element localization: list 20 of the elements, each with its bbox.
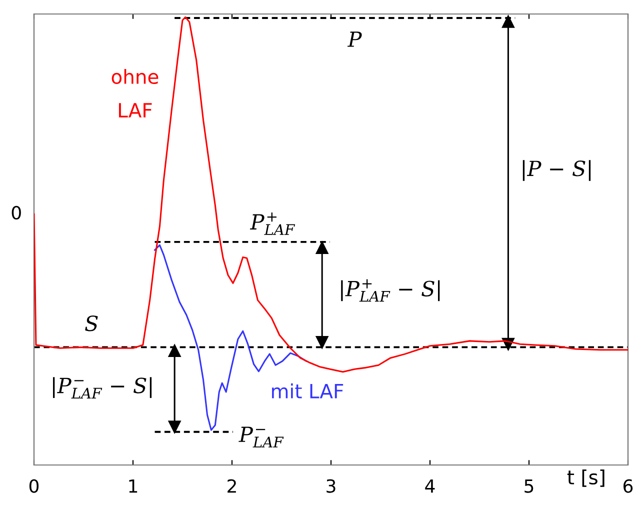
annotation: S — [85, 315, 98, 332]
annotation: P — [347, 32, 362, 47]
series-label: ohne LAF — [112, 68, 158, 118]
x-tick-label: 0 — [29, 479, 39, 493]
x-tick-label: 1 — [129, 479, 138, 493]
annotation: P$^{−}$$_{LAF}$ — [238, 426, 284, 448]
x-tick-label: 3 — [326, 479, 336, 493]
annotation: |P$^{+}$$_{LAF}$ − S| — [341, 279, 440, 302]
text: 0 — [12, 206, 21, 220]
annotation: |P$^{−}$$_{LAF}$ − S| — [53, 377, 152, 398]
annotation: P$^{+}$$_{LAF}$ — [250, 212, 296, 235]
x-tick-label: 5 — [524, 479, 534, 493]
series-label: mit LAF — [272, 383, 344, 398]
point — [168, 420, 181, 434]
x-tick-label: 4 — [425, 479, 435, 493]
annotation: |P − S| — [522, 160, 591, 181]
point — [502, 15, 514, 28]
x-tick-label: 2 — [228, 479, 236, 493]
x-axis-title: t [s] — [567, 470, 604, 487]
x-tick-label: 6 — [624, 479, 633, 493]
